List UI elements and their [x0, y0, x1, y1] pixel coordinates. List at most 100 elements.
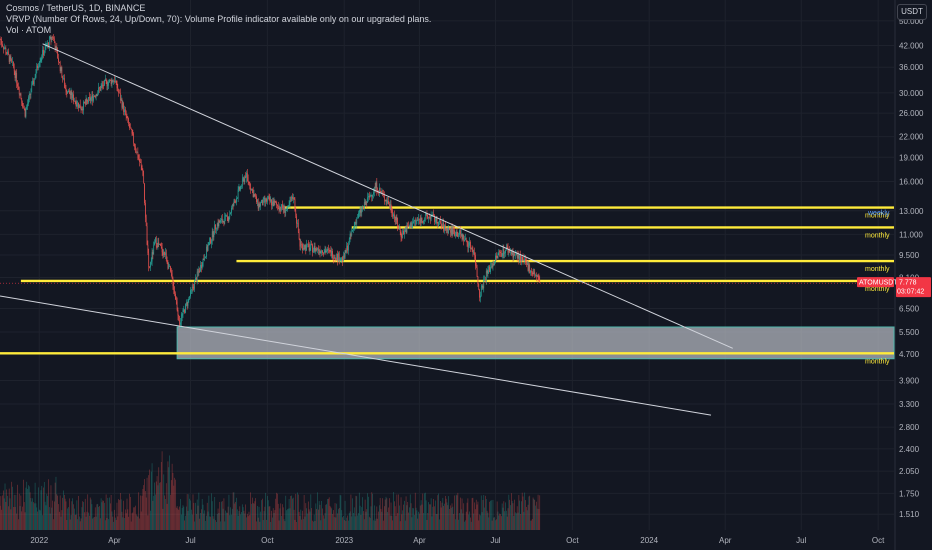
candle [69, 90, 71, 99]
volume-bar [75, 514, 77, 530]
candle [290, 196, 292, 202]
volume-bar [171, 463, 173, 530]
candle-body [281, 204, 282, 210]
candle-body [130, 128, 132, 130]
volume-bar [158, 467, 160, 530]
candle [93, 93, 94, 103]
candle-body [8, 51, 9, 55]
currency-button[interactable]: USDT [897, 4, 927, 20]
candle-body [358, 212, 360, 214]
candle [391, 205, 393, 217]
candle-body [525, 259, 526, 263]
candle [453, 226, 455, 235]
candle [307, 240, 309, 248]
volume-bar [142, 488, 144, 530]
candle [451, 223, 453, 239]
candle [377, 187, 378, 194]
y-tick-label: 5.500 [899, 328, 920, 337]
candle [537, 274, 539, 283]
candle [137, 147, 139, 161]
candle [126, 113, 128, 119]
candle-body [168, 266, 170, 269]
candle [257, 199, 258, 207]
volume-bar [113, 521, 114, 530]
candle [251, 188, 252, 191]
volume-bar [485, 498, 487, 530]
candle [521, 255, 522, 266]
indicator-legend[interactable]: VRVP (Number Of Rows, 24, Up/Down, 70): … [6, 14, 432, 24]
volume-bar [19, 506, 21, 530]
volume-bar [273, 512, 275, 530]
price-axis[interactable]: 50.00042.00036.00030.00026.00022.00019.0… [894, 0, 924, 550]
volume-bar [309, 511, 311, 530]
candle [147, 240, 149, 256]
y-tick-label: 9.500 [899, 251, 920, 260]
volume-bar [119, 500, 120, 530]
candle-body [267, 197, 269, 199]
candle [223, 220, 225, 227]
volume-bar [402, 510, 404, 530]
volume-bar [304, 516, 306, 530]
candle-body [206, 246, 208, 251]
candle-body [79, 104, 80, 108]
volume-bar [386, 498, 388, 530]
candle-body [17, 83, 18, 87]
candle [315, 247, 317, 255]
candle-body [444, 224, 445, 231]
candle-body [246, 172, 247, 178]
candle-body [284, 205, 286, 213]
candle-body [510, 251, 511, 253]
candle-body [348, 244, 349, 251]
candle-body [371, 194, 373, 197]
candle-body [187, 299, 189, 306]
volume-bar [303, 495, 305, 530]
time-axis[interactable]: 2022AprJulOct2023AprJulOct2024AprJulOct9 [30, 536, 932, 545]
volume-bar [282, 507, 284, 530]
symbol-title[interactable]: Cosmos / TetherUS, 1D, BINANCE [6, 3, 146, 13]
y-tick-label: 50.000 [899, 17, 924, 26]
candle [48, 41, 49, 49]
candle-body [26, 106, 28, 110]
volume-bar [412, 508, 414, 530]
candle [536, 272, 537, 282]
candle-body [80, 108, 82, 111]
candle [164, 251, 165, 258]
candle-body [316, 248, 317, 250]
candle-body [104, 79, 105, 86]
volume-bar [44, 501, 46, 530]
volume-bar [333, 517, 335, 530]
volume-bar [176, 506, 178, 530]
candle [208, 241, 210, 246]
volume-bar [281, 515, 282, 530]
candle [365, 199, 367, 206]
candle-body [101, 84, 103, 87]
volume-bar [154, 482, 155, 530]
candle [425, 213, 427, 216]
volume-bar [474, 502, 475, 530]
volume-bar [108, 519, 109, 530]
volume-bar [505, 502, 506, 530]
candle-body [260, 202, 262, 207]
volume-bar [4, 483, 6, 530]
volume-bar [364, 499, 366, 530]
candle [420, 214, 422, 227]
candle [8, 54, 10, 64]
candle-body [312, 244, 313, 253]
candle [452, 225, 454, 237]
candle [407, 222, 409, 229]
candle-body [395, 216, 397, 221]
candle-body [4, 48, 6, 49]
volume-bar [511, 500, 513, 530]
candle-body [71, 91, 73, 99]
volume-bar [300, 509, 302, 530]
candle-body [59, 62, 61, 72]
candle-body [480, 295, 481, 298]
volume-bar [186, 494, 188, 530]
volume-bar [151, 463, 153, 530]
volume-legend[interactable]: Vol · ATOM [6, 25, 52, 35]
candle [347, 242, 348, 254]
candle-body [254, 194, 256, 197]
candle [491, 262, 493, 269]
candle [240, 185, 241, 192]
